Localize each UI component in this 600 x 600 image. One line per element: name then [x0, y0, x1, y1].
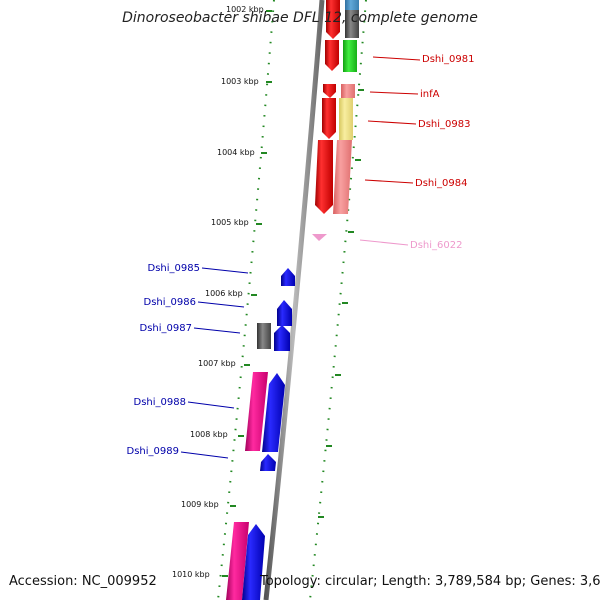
leader-lines-left — [180, 267, 249, 459]
gene-feature-pink-2 — [226, 522, 249, 600]
leader-line-dshi-6022 — [359, 239, 409, 246]
gene-arrow-infa[interactable] — [323, 84, 336, 98]
gene-arrow-dshi-0986[interactable] — [277, 300, 292, 326]
gene-arrow-dshi-0980[interactable] — [326, 0, 340, 39]
gene-feature-green — [343, 40, 357, 72]
gene-label-dshi-0983[interactable]: Dshi_0983 — [418, 119, 470, 130]
gene-feature-steel — [345, 0, 359, 10]
gene-label-dshi-0985[interactable]: Dshi_0985 — [148, 263, 200, 274]
genome-backbone — [263, 0, 325, 600]
tick-label: 1008 kbp — [190, 430, 228, 439]
gene-feature-salmon — [341, 84, 355, 98]
gene-arrow-dshi-6022[interactable] — [312, 234, 327, 241]
gene-label-dshi-0984[interactable]: Dshi_0984 — [415, 178, 467, 189]
tick-label: 1002 kbp — [226, 5, 264, 14]
gene-arrow-dshi-0983[interactable] — [322, 98, 336, 139]
gene-arrow-dshi-0984[interactable] — [315, 140, 333, 214]
gene-arrow-dshi-0981[interactable] — [325, 40, 339, 71]
gene-feature-gray-2 — [257, 323, 271, 349]
gene-feature-salmon-2 — [333, 140, 352, 214]
tick-label: 1006 kbp — [205, 289, 243, 298]
gene-label-dshi-0987[interactable]: Dshi_0987 — [140, 323, 192, 334]
gene-feature-gray — [345, 10, 359, 38]
gene-label-dshi-6022[interactable]: Dshi_6022 — [410, 240, 462, 251]
tick-label: 1005 kbp — [211, 218, 249, 227]
gene-feature-yellow — [339, 98, 353, 140]
gene-arrow-dshi-0988[interactable] — [262, 373, 285, 452]
gene-label-dshi-0989[interactable]: Dshi_0989 — [127, 446, 179, 457]
genome-summary: Topology: circular; Length: 3,789,584 bp… — [260, 574, 600, 589]
scale-track-inner — [217, 0, 275, 600]
tick-label: 1010 kbp — [172, 570, 210, 579]
gene-arrow-dshi-0985[interactable] — [281, 268, 295, 286]
gene-arrow-dshi-0987[interactable] — [274, 325, 290, 351]
tick-label: 1004 kbp — [217, 148, 255, 157]
scale-track-outer — [309, 0, 367, 600]
leader-lines-right — [364, 56, 421, 184]
gene-label-dshi-0988[interactable]: Dshi_0988 — [134, 397, 186, 408]
tick-label: 1009 kbp — [181, 500, 219, 509]
tick-label: 1003 kbp — [221, 77, 259, 86]
gene-feature-pink — [245, 372, 268, 451]
major-ticks — [222, 10, 364, 577]
genome-title: Dinoroseobacter shibae DFL 12, complete … — [122, 10, 478, 26]
gene-label-dshi-0981[interactable]: Dshi_0981 — [422, 54, 474, 65]
gene-label-infa[interactable]: infA — [420, 89, 440, 100]
tick-label: 1007 kbp — [198, 359, 236, 368]
gene-arrow-dshi-0989[interactable] — [260, 454, 276, 471]
accession-label: Accession: NC_009952 — [9, 574, 157, 589]
gene-label-dshi-0986[interactable]: Dshi_0986 — [144, 297, 196, 308]
gene-arrow-dshi-0990[interactable] — [242, 524, 265, 600]
